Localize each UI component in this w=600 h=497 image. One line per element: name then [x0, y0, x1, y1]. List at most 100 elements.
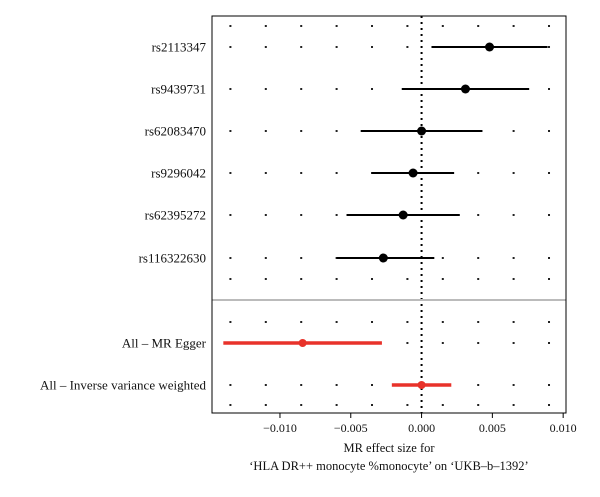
plot-frame — [211, 15, 567, 414]
grid-dot — [548, 278, 551, 280]
grid-dot — [548, 384, 551, 386]
grid-dot — [512, 384, 515, 386]
grid-dot — [300, 172, 303, 174]
grid-dot — [371, 88, 374, 90]
grid-dot — [371, 46, 374, 48]
grid-dot — [512, 130, 515, 132]
grid-dot — [477, 25, 480, 27]
grid-dot — [548, 321, 551, 323]
grid-dot — [264, 214, 267, 216]
grid-dot — [512, 404, 515, 406]
grid-dot — [441, 278, 444, 280]
snp-label: rs9439731 — [151, 82, 206, 97]
grid-dot — [371, 404, 374, 406]
x-tick-label: 0.000 — [408, 421, 435, 435]
snp-label: rs9296042 — [151, 166, 206, 181]
grid-dot — [441, 25, 444, 27]
grid-dot — [335, 278, 338, 280]
grid-dot — [441, 257, 444, 259]
grid-dot — [548, 257, 551, 259]
x-tick-label: −0.010 — [263, 421, 297, 435]
grid-dot — [229, 404, 232, 406]
grid-dot — [371, 25, 374, 27]
grid-dot — [477, 257, 480, 259]
grid-dot — [477, 278, 480, 280]
snp-estimate-point — [485, 42, 495, 52]
grid-dot — [229, 278, 232, 280]
snp-label: rs62395272 — [145, 208, 206, 223]
grid-dot — [371, 321, 374, 323]
grid-dot — [335, 25, 338, 27]
snp-estimate-point — [398, 210, 408, 220]
grid-dot — [229, 172, 232, 174]
x-axis-ticks: −0.010 −0.005 0.000 0.005 0.010 — [263, 413, 577, 435]
x-tick-label: 0.010 — [550, 421, 577, 435]
grid-dot — [264, 404, 267, 406]
snp-estimate-point — [460, 84, 470, 94]
snp-label: rs62083470 — [145, 124, 206, 139]
grid-dot — [300, 46, 303, 48]
grid-dot — [335, 404, 338, 406]
grid-dot — [512, 25, 515, 27]
grid-dot — [300, 130, 303, 132]
grid-dot — [335, 130, 338, 132]
grid-dot — [300, 25, 303, 27]
grid-dot — [264, 321, 267, 323]
grid-dot — [229, 214, 232, 216]
grid-dot — [229, 321, 232, 323]
grid-dot — [548, 25, 551, 27]
grid-dot — [335, 321, 338, 323]
grid-dot — [300, 214, 303, 216]
grid-dot — [300, 88, 303, 90]
grid-dot — [264, 25, 267, 27]
grid-dot — [512, 278, 515, 280]
grid-dot — [335, 214, 338, 216]
grid-dot — [371, 278, 374, 280]
grid-dot — [229, 384, 232, 386]
x-tick-label: 0.005 — [479, 421, 506, 435]
summary-estimate-point — [417, 381, 426, 389]
grid-dot — [477, 342, 480, 344]
x-axis-label-line1: MR effect size for — [343, 441, 435, 455]
summary-label: All – Inverse variance weighted — [40, 378, 207, 393]
grid-dot — [300, 321, 303, 323]
snp-label: rs116322630 — [139, 251, 206, 266]
grid-dot — [512, 257, 515, 259]
x-axis-label-line2: ‘HLA DR++ monocyte %monocyte’ on ‘UKB–b–… — [249, 459, 528, 473]
grid-dot — [229, 25, 232, 27]
grid-dot — [300, 278, 303, 280]
grid-dot — [264, 172, 267, 174]
grid-dot — [512, 214, 515, 216]
grid-dot — [229, 130, 232, 132]
grid-dot — [477, 404, 480, 406]
grid-dot — [300, 404, 303, 406]
grid-dot — [477, 214, 480, 216]
snp-estimate-point — [417, 126, 427, 136]
grid-dot — [477, 172, 480, 174]
grid-dot — [441, 342, 444, 344]
grid-dot — [335, 46, 338, 48]
grid-dot — [264, 384, 267, 386]
grid-dot — [406, 278, 409, 280]
grid-dot — [548, 130, 551, 132]
grid-dot — [406, 25, 409, 27]
grid-dot — [264, 130, 267, 132]
grid-dot — [477, 384, 480, 386]
grid-dot — [406, 342, 409, 344]
grid-dot — [548, 172, 551, 174]
grid-dot — [371, 384, 374, 386]
grid-dot — [512, 321, 515, 323]
grid-dot — [406, 46, 409, 48]
snp-estimate-point — [378, 253, 388, 263]
grid-dot — [229, 88, 232, 90]
grid-dot — [300, 257, 303, 259]
grid-dot — [477, 321, 480, 323]
grid-dot — [548, 404, 551, 406]
estimate-rows — [223, 42, 548, 389]
grid-dot — [264, 278, 267, 280]
snp-label: rs2113347 — [152, 40, 207, 55]
grid-dot — [548, 342, 551, 344]
grid-dot — [229, 46, 232, 48]
grid-dot — [335, 384, 338, 386]
